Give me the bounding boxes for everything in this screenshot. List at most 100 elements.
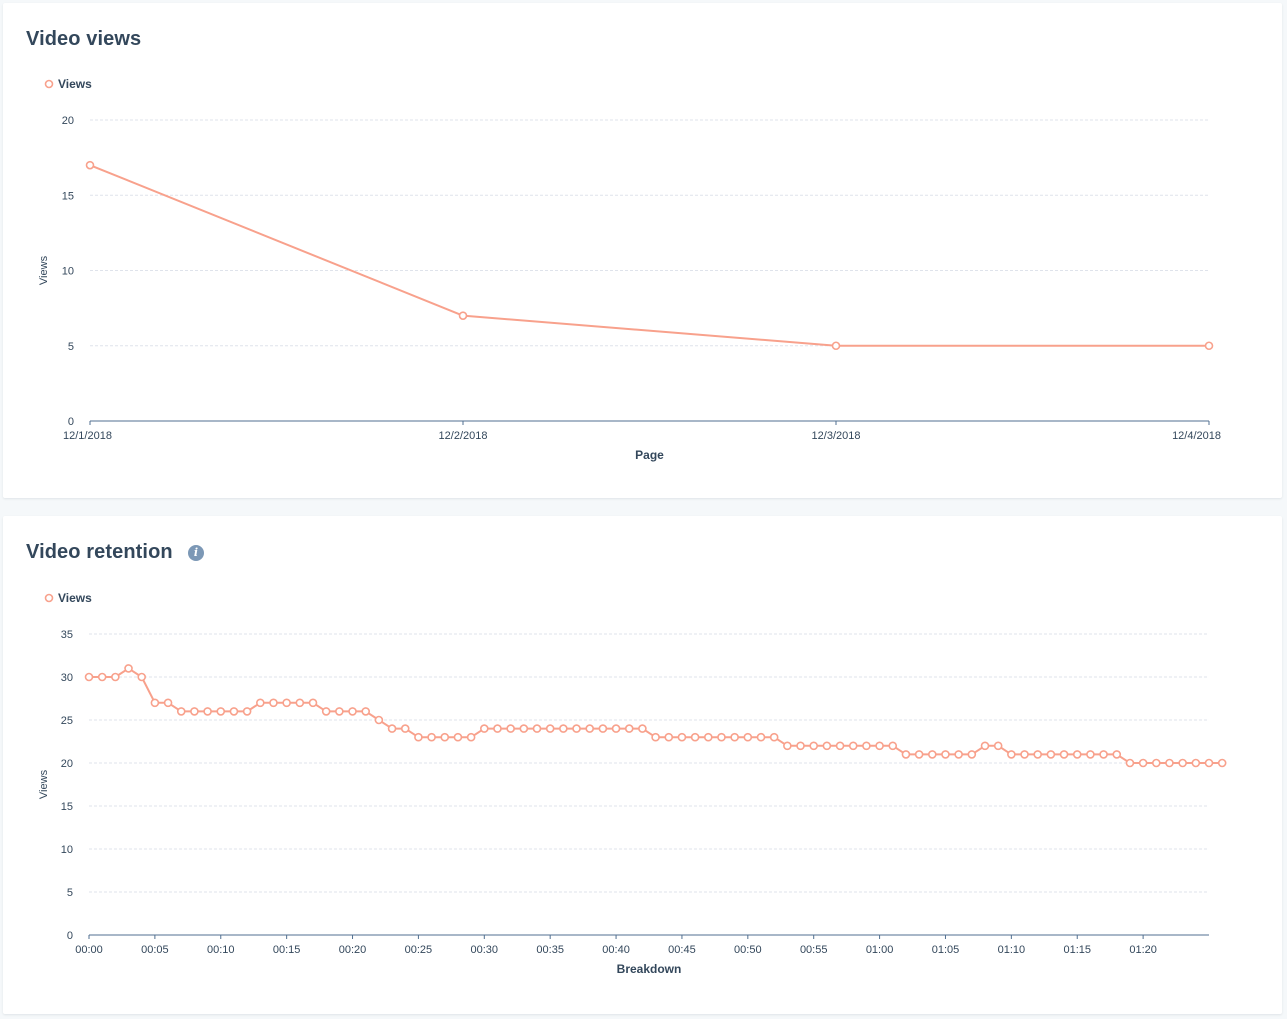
data-point	[124, 664, 133, 673]
data-point	[585, 724, 595, 733]
data-point	[466, 732, 476, 742]
data-point	[387, 724, 397, 733]
x-tick-label: 00:30	[471, 944, 499, 956]
x-tick-label: 00:25	[405, 944, 433, 956]
data-point	[321, 707, 331, 716]
data-point	[190, 707, 199, 716]
y-tick-label: 0	[67, 930, 73, 942]
x-tick-label: 12/4/2018	[1172, 430, 1221, 442]
data-point	[1191, 758, 1201, 768]
legend-label: Views	[58, 77, 92, 91]
data-point	[84, 672, 94, 682]
data-point	[954, 750, 963, 759]
y-axis-title: Views	[38, 255, 50, 285]
x-tick-label: 12/1/2018	[63, 430, 112, 442]
data-point	[308, 698, 318, 708]
data-point	[335, 707, 344, 716]
x-tick-label: 12/2/2018	[439, 430, 488, 442]
data-point	[458, 311, 468, 320]
data-point	[941, 750, 950, 759]
data-point	[572, 724, 581, 733]
data-point	[493, 724, 502, 733]
data-point	[888, 741, 898, 751]
video-retention-chart: Views 0 5 10 15 20 25 30 35 00:00 00:05 00:10 00:15 0…	[38, 591, 1227, 976]
data-point	[1204, 758, 1214, 768]
video-retention-title: Video retention	[26, 541, 173, 563]
data-point	[479, 724, 489, 733]
data-point	[506, 724, 515, 733]
data-point	[796, 741, 805, 751]
legend-marker	[44, 79, 54, 89]
y-tick-label: 0	[68, 416, 74, 428]
data-point	[677, 732, 687, 742]
data-point	[703, 732, 713, 742]
video-views-chart: Views 0 5 10 15 20 12/1/2018 12/2/2018 12/3/2018…	[38, 77, 1221, 462]
data-point	[242, 707, 252, 716]
data-point	[361, 707, 371, 716]
y-tick-label: 25	[61, 715, 73, 727]
data-point	[255, 698, 265, 708]
x-tick-label: 01:15	[1063, 944, 1091, 956]
data-point	[927, 750, 937, 759]
video-views-title: Video views	[26, 28, 142, 50]
data-point	[85, 160, 95, 170]
data-point	[835, 741, 845, 751]
data-point	[875, 741, 884, 751]
data-point	[427, 732, 436, 742]
info-icon[interactable]: i	[188, 545, 204, 561]
data-point	[111, 672, 120, 682]
data-point	[269, 698, 278, 708]
data-point	[743, 732, 753, 742]
y-tick-label: 20	[61, 758, 73, 770]
x-tick-label: 00:20	[339, 944, 367, 956]
data-point	[690, 732, 700, 742]
y-tick-label: 35	[61, 629, 73, 641]
data-point	[374, 715, 384, 725]
x-tick-label: 00:50	[734, 944, 762, 956]
data-point	[831, 341, 841, 351]
data-point	[1165, 758, 1174, 768]
data-point	[730, 732, 739, 742]
x-tick-label: 00:00	[75, 944, 103, 956]
data-point	[559, 724, 568, 733]
x-tick-label: 01:05	[932, 944, 960, 956]
data-point	[967, 750, 977, 759]
series-line-views	[89, 164, 1209, 347]
data-point	[638, 724, 647, 733]
x-tick-label: 00:35	[536, 944, 564, 956]
data-point	[1007, 750, 1016, 759]
data-point	[1033, 750, 1043, 759]
data-point	[519, 724, 529, 733]
data-point	[980, 741, 990, 751]
x-tick-label: 00:45	[668, 944, 696, 956]
data-point	[1072, 750, 1082, 759]
data-point	[400, 724, 410, 733]
y-tick-label: 5	[67, 887, 73, 899]
data-point	[545, 724, 555, 733]
data-point	[176, 707, 186, 716]
data-point	[216, 707, 226, 716]
data-point	[163, 698, 173, 708]
data-point	[282, 698, 291, 708]
data-point	[1020, 750, 1029, 759]
video-views-card: Video views Views 0 5 10 15 20 12/1/2018 12/2/2…	[3, 3, 1282, 498]
data-point	[348, 707, 357, 716]
x-tick-label: 01:00	[866, 944, 894, 956]
legend-label: Views	[58, 591, 92, 605]
data-point	[848, 741, 858, 751]
data-point	[229, 707, 239, 716]
data-point	[769, 732, 779, 742]
data-point	[1059, 750, 1069, 759]
data-point	[717, 732, 726, 742]
data-point	[150, 698, 160, 708]
x-tick-label: 00:55	[800, 944, 828, 956]
data-point	[137, 672, 147, 682]
data-point	[664, 732, 674, 742]
data-point	[783, 741, 792, 751]
data-point	[1138, 758, 1148, 768]
data-point	[1204, 341, 1214, 351]
data-point	[624, 724, 634, 733]
x-tick-label: 01:20	[1129, 944, 1157, 956]
series-line-views	[89, 667, 1223, 764]
data-point	[97, 672, 107, 682]
